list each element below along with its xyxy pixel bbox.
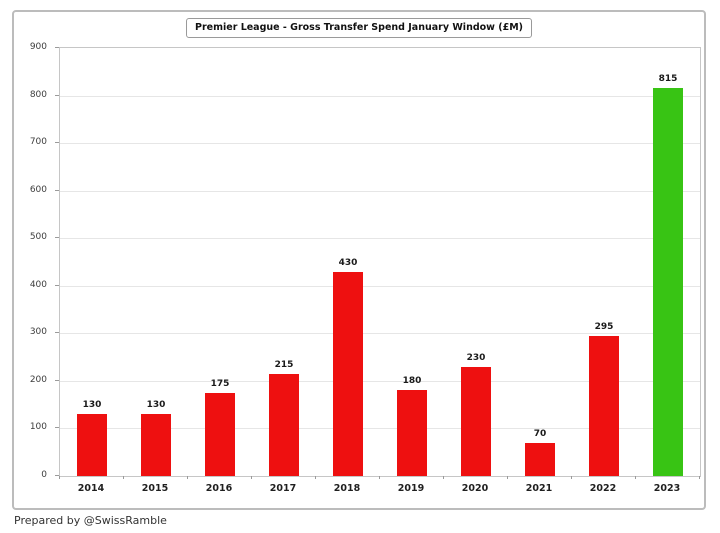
- gridline: [60, 191, 700, 192]
- bar: [77, 414, 107, 476]
- y-axis-label: 700: [29, 137, 47, 148]
- gridline: [60, 381, 700, 382]
- bar-value-label: 130: [82, 400, 102, 410]
- y-axis-label: 600: [29, 184, 47, 195]
- x-axis-label: 2018: [333, 483, 361, 494]
- y-axis-label: 500: [29, 232, 47, 243]
- x-axis-tick: [379, 476, 380, 479]
- gridline: [60, 333, 700, 334]
- y-axis-label: 800: [29, 89, 47, 100]
- footer-credit: Prepared by @SwissRamble: [14, 514, 167, 527]
- x-axis-tick: [315, 476, 316, 479]
- y-axis-tick: [55, 142, 59, 143]
- gridline: [60, 96, 700, 97]
- bar-value-label: 215: [274, 360, 294, 370]
- gridline: [60, 238, 700, 239]
- bar: [653, 88, 683, 476]
- y-axis-label: 200: [29, 374, 47, 385]
- y-axis-label: 900: [29, 42, 47, 52]
- bar: [525, 443, 555, 476]
- y-axis-tick: [55, 237, 59, 238]
- gridline: [60, 143, 700, 144]
- bar-value-label: 295: [594, 322, 614, 332]
- y-axis-tick: [55, 380, 59, 381]
- y-axis-tick: [55, 285, 59, 286]
- x-axis-label: 2016: [205, 483, 233, 494]
- x-axis-tick: [699, 476, 700, 479]
- gridline: [60, 286, 700, 287]
- bar: [397, 390, 427, 476]
- plot-area: 130 130 175 215 430 180 230 70 295 815: [59, 47, 701, 477]
- x-axis-tick: [507, 476, 508, 479]
- x-axis-label: 2014: [77, 483, 105, 494]
- x-axis-tick: [123, 476, 124, 479]
- y-axis-tick: [55, 95, 59, 96]
- x-axis-tick: [443, 476, 444, 479]
- y-axis-label: 0: [41, 470, 47, 480]
- x-axis-label: 2022: [589, 483, 617, 494]
- x-axis-label: 2020: [461, 483, 489, 494]
- bar: [269, 374, 299, 476]
- x-axis-tick: [635, 476, 636, 479]
- chart-frame: Premier League - Gross Transfer Spend Ja…: [12, 10, 706, 510]
- bar: [589, 336, 619, 476]
- bar: [205, 393, 235, 476]
- y-axis-label: 300: [29, 327, 47, 338]
- x-axis-label: 2019: [397, 483, 425, 494]
- y-axis-label: 100: [29, 422, 47, 433]
- bar: [333, 272, 363, 476]
- y-axis-tick: [55, 332, 59, 333]
- chart-title: Premier League - Gross Transfer Spend Ja…: [186, 18, 532, 38]
- x-axis-label: 2015: [141, 483, 169, 494]
- y-axis-tick: [55, 47, 59, 48]
- bar: [141, 414, 171, 476]
- bar-value-label: 70: [533, 429, 547, 439]
- y-axis-label: 400: [29, 279, 47, 290]
- x-axis-tick: [59, 476, 60, 479]
- y-axis-tick: [55, 475, 59, 476]
- gridline: [60, 428, 700, 429]
- x-axis-label: 2023: [653, 483, 681, 494]
- bar-value-label: 180: [402, 376, 422, 386]
- x-axis-label: 2017: [269, 483, 297, 494]
- y-axis-tick: [55, 427, 59, 428]
- bar: [461, 367, 491, 476]
- bar-value-label: 430: [338, 258, 358, 268]
- bar-value-label: 230: [466, 353, 486, 363]
- x-axis-tick: [251, 476, 252, 479]
- x-axis-tick: [187, 476, 188, 479]
- x-axis-label: 2021: [525, 483, 553, 494]
- y-axis-tick: [55, 190, 59, 191]
- bar-value-label: 175: [210, 379, 230, 389]
- bar-value-label: 130: [146, 400, 166, 410]
- bar-value-label: 815: [658, 74, 678, 84]
- x-axis-tick: [571, 476, 572, 479]
